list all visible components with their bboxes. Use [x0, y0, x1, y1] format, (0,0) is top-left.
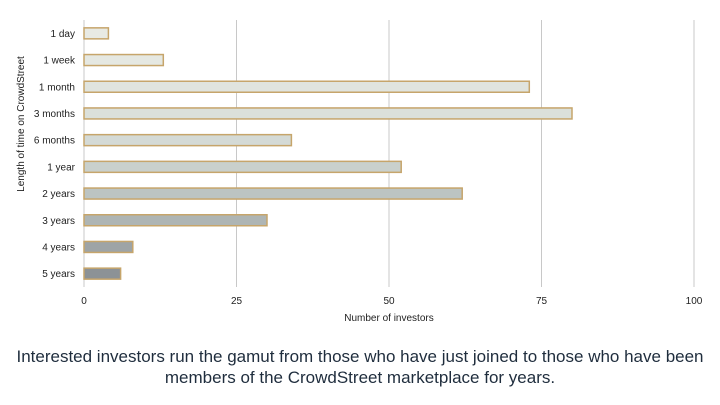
x-tick-label-100: 100 — [686, 296, 703, 307]
category-label-1-day: 1 day — [51, 29, 75, 40]
x-tick-label-75: 75 — [536, 296, 548, 307]
category-label-1-week: 1 week — [43, 56, 76, 67]
bar-1-week — [83, 53, 165, 67]
y-axis-title: Length of time on CrowdStreet — [16, 56, 27, 192]
bars — [83, 27, 573, 280]
bar-3-months — [83, 107, 573, 120]
bar-3-years — [83, 214, 268, 227]
category-label-3-months: 3 months — [34, 109, 75, 120]
grid-lines — [83, 20, 695, 287]
category-label-2-years: 2 years — [42, 189, 75, 200]
category-labels: 1 day 1 week 1 month 3 months 6 months 1 year… — [34, 29, 76, 280]
bar-2-years — [83, 187, 463, 200]
x-tick-label-0: 0 — [81, 296, 87, 307]
x-axis-title: Number of investors — [344, 313, 433, 324]
bar-5-years — [83, 267, 122, 280]
chart-caption: Interested investors run the gamut from … — [16, 347, 704, 387]
category-label-6-months: 6 months — [34, 136, 75, 147]
x-tick-label-50: 50 — [383, 296, 395, 307]
category-label-1-month: 1 month — [39, 82, 75, 93]
x-tick-label-25: 25 — [231, 296, 243, 307]
bar-1-day — [83, 27, 110, 40]
category-label-4-years: 4 years — [42, 242, 75, 253]
bar-6-months — [83, 133, 293, 147]
x-tick-labels: 0 25 50 75 100 — [81, 296, 703, 307]
category-label-3-years: 3 years — [42, 216, 75, 227]
bar-1-year — [83, 160, 402, 174]
category-label-1-year: 1 year — [47, 162, 75, 173]
bar-1-month — [83, 80, 531, 93]
bar-4-years — [83, 240, 134, 254]
bar-chart: 1 day 1 week 1 month 3 months 6 months 1 year… — [16, 20, 703, 324]
category-label-5-years: 5 years — [42, 269, 75, 280]
